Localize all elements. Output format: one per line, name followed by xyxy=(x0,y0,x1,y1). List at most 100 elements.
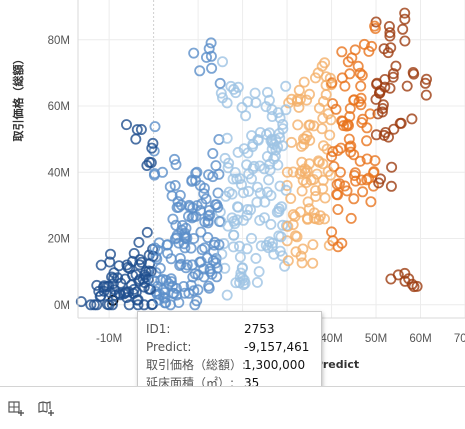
data-point[interactable] xyxy=(234,251,246,263)
data-point[interactable] xyxy=(160,297,172,309)
data-point[interactable] xyxy=(356,69,368,81)
data-point[interactable] xyxy=(275,231,287,243)
data-point[interactable] xyxy=(219,152,231,164)
data-point[interactable] xyxy=(131,294,143,306)
data-point[interactable] xyxy=(188,285,200,297)
data-point[interactable] xyxy=(206,62,218,74)
data-point[interactable] xyxy=(227,173,239,185)
data-point[interactable] xyxy=(379,127,391,139)
data-point[interactable] xyxy=(205,37,217,49)
data-point[interactable] xyxy=(209,199,221,211)
data-point[interactable] xyxy=(170,159,182,171)
data-point[interactable] xyxy=(356,174,368,186)
data-point[interactable] xyxy=(349,167,361,179)
data-point[interactable] xyxy=(98,280,110,292)
data-point[interactable] xyxy=(291,231,303,243)
data-point[interactable] xyxy=(241,243,253,255)
data-point[interactable] xyxy=(383,20,395,32)
data-point[interactable] xyxy=(334,166,346,178)
data-point[interactable] xyxy=(173,296,185,308)
data-point[interactable] xyxy=(207,147,219,159)
data-point[interactable] xyxy=(250,252,262,264)
data-point[interactable] xyxy=(328,160,340,172)
data-point[interactable] xyxy=(153,237,165,249)
data-point[interactable] xyxy=(385,180,397,192)
data-point[interactable] xyxy=(366,40,378,52)
data-point[interactable] xyxy=(216,92,228,104)
data-point[interactable] xyxy=(101,298,113,310)
data-point[interactable] xyxy=(266,237,278,249)
data-point[interactable] xyxy=(343,133,355,145)
data-point[interactable] xyxy=(263,174,275,186)
data-point[interactable] xyxy=(237,279,249,291)
data-point[interactable] xyxy=(299,133,311,145)
data-point[interactable] xyxy=(216,248,228,260)
data-point[interactable] xyxy=(130,133,142,145)
data-point[interactable] xyxy=(179,230,191,242)
data-point[interactable] xyxy=(221,289,233,301)
data-point[interactable] xyxy=(296,257,308,269)
data-point[interactable] xyxy=(202,215,214,227)
data-point[interactable] xyxy=(202,210,214,222)
data-point[interactable] xyxy=(212,201,224,213)
data-point[interactable] xyxy=(211,262,223,274)
data-point[interactable] xyxy=(385,273,397,285)
data-point[interactable] xyxy=(325,114,337,126)
data-point[interactable] xyxy=(336,46,348,58)
data-point[interactable] xyxy=(251,181,263,193)
data-point[interactable] xyxy=(127,255,139,267)
data-point[interactable] xyxy=(289,210,301,222)
data-point[interactable] xyxy=(260,101,272,113)
data-point[interactable] xyxy=(313,214,325,226)
data-point[interactable] xyxy=(245,232,257,244)
data-point[interactable] xyxy=(230,277,242,289)
data-point[interactable] xyxy=(261,150,273,162)
data-point[interactable] xyxy=(317,96,329,108)
data-point[interactable] xyxy=(307,239,319,251)
data-point[interactable] xyxy=(277,118,289,130)
data-point[interactable] xyxy=(387,71,399,83)
data-point[interactable] xyxy=(254,187,266,199)
data-point[interactable] xyxy=(316,123,328,135)
data-point[interactable] xyxy=(303,119,315,131)
data-point[interactable] xyxy=(185,279,197,291)
data-point[interactable] xyxy=(141,226,153,238)
data-point[interactable] xyxy=(292,119,304,131)
data-point[interactable] xyxy=(213,239,225,251)
data-point[interactable] xyxy=(201,252,213,264)
data-point[interactable] xyxy=(387,68,399,80)
data-point[interactable] xyxy=(374,85,386,97)
data-point[interactable] xyxy=(191,295,203,307)
data-point[interactable] xyxy=(296,185,308,197)
data-point[interactable] xyxy=(287,166,299,178)
data-point[interactable] xyxy=(377,103,389,115)
data-point[interactable] xyxy=(191,200,203,212)
data-point[interactable] xyxy=(91,279,103,291)
data-point[interactable] xyxy=(332,203,344,215)
data-point[interactable] xyxy=(368,167,380,179)
data-point[interactable] xyxy=(345,140,357,152)
data-point[interactable] xyxy=(354,67,366,79)
data-point[interactable] xyxy=(324,72,336,84)
data-point[interactable] xyxy=(213,215,225,227)
data-point[interactable] xyxy=(144,283,156,295)
data-point[interactable] xyxy=(128,247,140,259)
data-point[interactable] xyxy=(155,274,167,286)
data-point[interactable] xyxy=(361,174,373,186)
data-point[interactable] xyxy=(246,141,258,153)
data-point[interactable] xyxy=(216,56,228,68)
data-point[interactable] xyxy=(206,268,218,280)
data-point[interactable] xyxy=(319,192,331,204)
data-point[interactable] xyxy=(149,121,161,133)
data-point[interactable] xyxy=(165,253,177,265)
data-point[interactable] xyxy=(169,179,181,191)
data-point[interactable] xyxy=(303,158,315,170)
data-point[interactable] xyxy=(108,272,120,284)
data-point[interactable] xyxy=(244,204,256,216)
data-point[interactable] xyxy=(203,169,215,181)
data-point[interactable] xyxy=(225,80,237,92)
data-point[interactable] xyxy=(160,274,172,286)
data-point[interactable] xyxy=(253,266,265,278)
data-point[interactable] xyxy=(241,209,253,221)
data-point[interactable] xyxy=(399,275,411,287)
